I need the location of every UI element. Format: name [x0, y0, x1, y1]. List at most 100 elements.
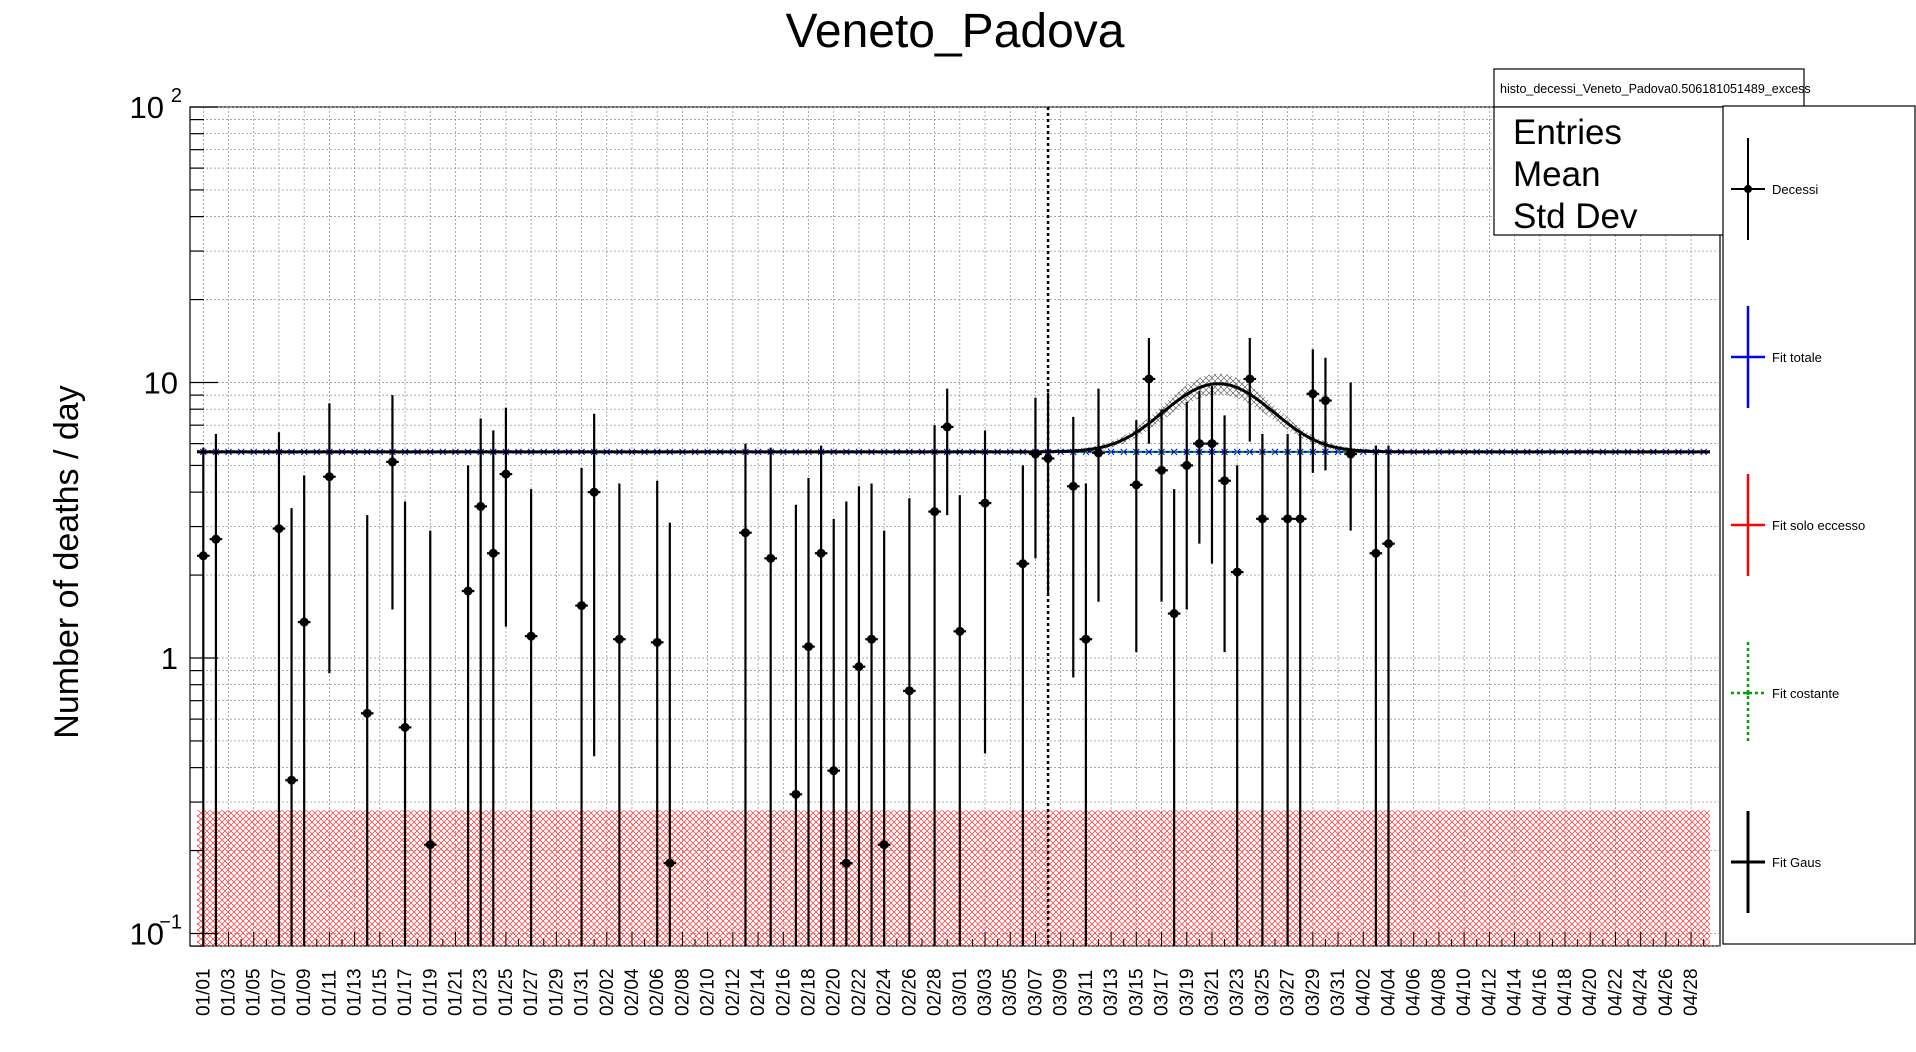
y-tick-label-exponent: −1: [159, 912, 182, 934]
x-tick-label: 04/16: [1530, 968, 1551, 1016]
decessi-point: [953, 495, 967, 947]
x-tick-label: 02/12: [723, 968, 744, 1016]
x-tick-label: 03/07: [1025, 968, 1046, 1016]
decessi-marker: [1043, 453, 1053, 463]
decessi-marker: [1030, 449, 1040, 459]
decessi-point: [197, 447, 210, 947]
decessi-marker: [463, 586, 473, 596]
decessi-point: [499, 407, 513, 627]
decessi-marker: [387, 457, 397, 467]
decessi-point: [1205, 386, 1219, 564]
decessi-marker: [1308, 389, 1318, 399]
decessi-marker: [904, 686, 914, 696]
decessi-point: [827, 518, 841, 947]
x-tick-label: 01/01: [193, 968, 214, 1016]
x-tick-label: 04/06: [1404, 968, 1425, 1016]
legend-label-fit-gaus: Fit Gaus: [1772, 855, 1822, 870]
decessi-point: [1243, 338, 1257, 442]
decessi-point: [650, 480, 664, 947]
legend-label-fit-solo-eccesso: Fit solo eccesso: [1772, 518, 1865, 533]
decessi-point: [1382, 445, 1395, 947]
legend-entry-fit-totale: Fit totale: [1731, 306, 1822, 408]
decessi-point: [575, 467, 588, 947]
decessi-marker: [665, 858, 675, 868]
x-tick-label: 02/18: [799, 968, 820, 1016]
decessi-point: [865, 483, 878, 947]
x-tick-label: 02/16: [773, 968, 794, 1016]
x-tick-label: 02/24: [874, 968, 895, 1016]
fit-solo-eccesso-band-fill: [197, 810, 1710, 946]
fit-totale-marker: [1170, 448, 1178, 456]
decessi-marker: [1081, 634, 1091, 644]
decessi-marker: [274, 524, 284, 534]
x-tick-label: 03/21: [1202, 968, 1223, 1016]
fit-totale-marker: [1145, 448, 1153, 456]
fit-curves: [197, 373, 1710, 456]
decessi-marker: [791, 789, 801, 799]
decessi-point: [1066, 416, 1080, 678]
x-tick-label: 03/31: [1328, 968, 1349, 1016]
decessi-marker: [1144, 374, 1154, 384]
decessi-point: [789, 504, 803, 947]
decessi-point: [877, 530, 891, 947]
decessi-marker: [816, 548, 826, 558]
decessi-point: [1167, 489, 1181, 947]
decessi-point: [386, 395, 399, 610]
decessi-marker: [1371, 548, 1381, 558]
x-tick-label: 04/26: [1656, 968, 1677, 1016]
x-tick-label: 01/29: [546, 968, 567, 1016]
decessi-point: [1079, 483, 1093, 947]
x-tick-label: 04/28: [1681, 968, 1702, 1016]
decessi-marker: [577, 601, 587, 611]
decessi-marker: [829, 766, 839, 776]
x-tick-label: 04/14: [1505, 968, 1526, 1016]
decessi-marker: [299, 617, 309, 627]
x-axis: 01/01 01/03 01/05 01/07 01/09 01/11 01/13 01/15…: [193, 932, 1705, 1016]
x-tick-label: 02/02: [597, 968, 618, 1016]
fit-gaus-error-band: [197, 373, 1710, 454]
decessi-marker: [980, 498, 990, 508]
y-tick-label: 10: [130, 917, 164, 952]
x-tick-label: 04/12: [1479, 968, 1500, 1016]
decessi-point: [1180, 401, 1194, 610]
decessi-marker: [425, 840, 435, 850]
decessi-point: [461, 465, 475, 947]
x-tick-label: 03/11: [1076, 970, 1097, 1016]
decessi-point: [814, 445, 828, 947]
decessi-marker: [1157, 465, 1167, 475]
stats-row-std-dev: Std Dev: [1513, 197, 1638, 236]
decessi-marker: [1194, 439, 1204, 449]
stats-box-title: histo_decessi_Veneto_Padova0.50618105148…: [1500, 82, 1811, 96]
decessi-point: [663, 522, 677, 947]
stats-box-title-frame: [1493, 68, 1805, 108]
decessi-point: [360, 515, 374, 947]
decessi-marker: [1283, 514, 1293, 524]
decessi-series: [197, 338, 1395, 947]
decessi-point: [802, 478, 815, 947]
decessi-point: [272, 432, 286, 947]
x-tick-label: 03/23: [1227, 968, 1248, 1016]
x-tick-label: 02/06: [647, 968, 668, 1016]
x-tick-label: 02/28: [925, 968, 946, 1016]
x-tick-label: 04/22: [1605, 968, 1626, 1016]
decessi-marker: [589, 487, 599, 497]
decessi-point: [1142, 338, 1156, 444]
decessi-point: [1218, 415, 1231, 653]
decessi-marker: [1220, 476, 1230, 486]
decessi-point: [1029, 397, 1042, 559]
decessi-marker: [501, 469, 511, 479]
x-tick-label: 02/08: [672, 968, 693, 1016]
decessi-marker: [1093, 448, 1103, 458]
decessi-marker: [400, 722, 410, 732]
decessi-marker: [841, 858, 851, 868]
decessi-marker: [1068, 481, 1078, 491]
x-tick-label: 04/18: [1555, 968, 1576, 1016]
decessi-point: [474, 418, 487, 947]
decessi-point: [1230, 465, 1244, 947]
y-tick-label: 10: [144, 366, 178, 401]
decessi-marker: [526, 631, 536, 641]
decessi-point: [1193, 391, 1206, 544]
decessi-point: [285, 508, 298, 947]
x-tick-label: 03/15: [1126, 968, 1147, 1016]
x-tick-label: 03/05: [1000, 968, 1021, 1016]
